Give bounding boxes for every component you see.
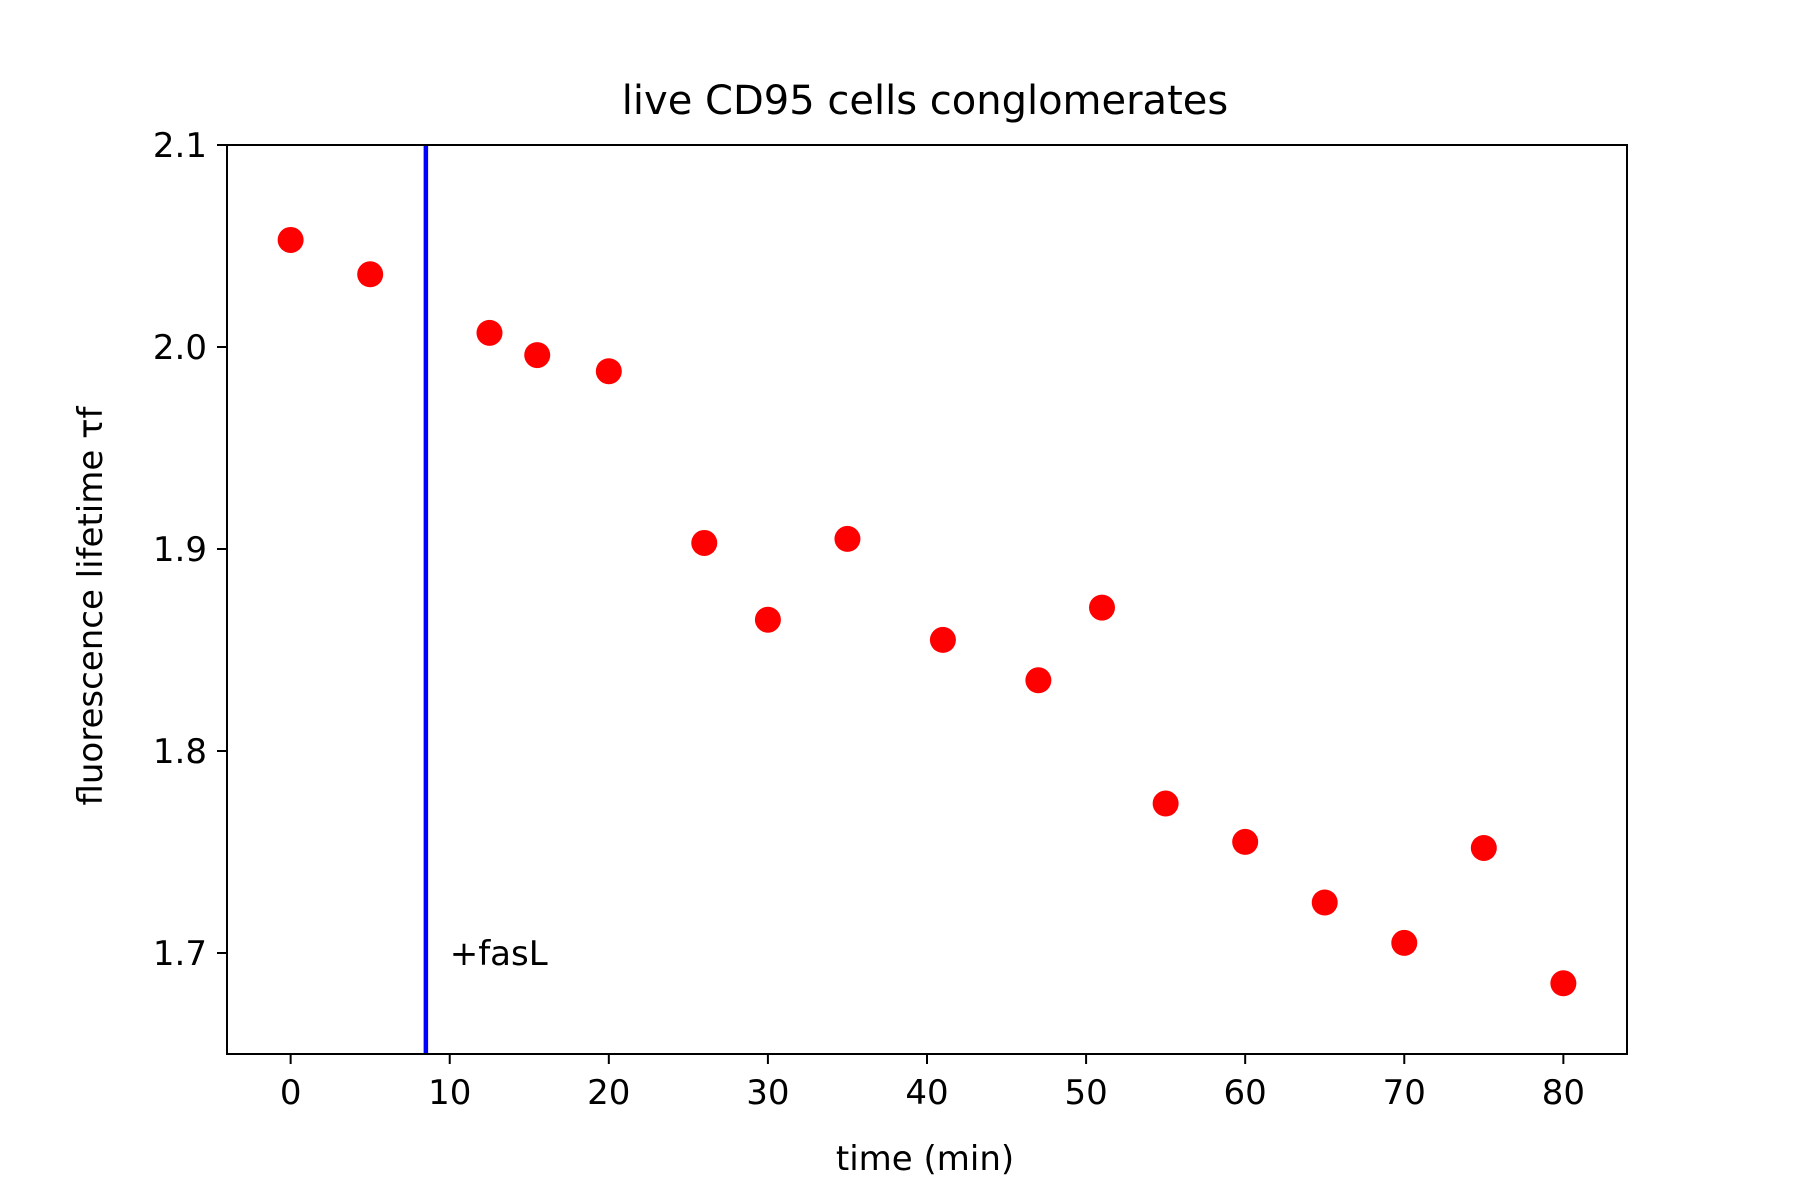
chart-title: live CD95 cells conglomerates (622, 78, 1228, 124)
x-tick-label: 0 (280, 1073, 302, 1113)
x-tick-label: 50 (1064, 1073, 1107, 1113)
data-point (834, 525, 861, 552)
data-point (1550, 970, 1577, 997)
x-tick-label: 60 (1224, 1073, 1267, 1113)
data-point (1089, 594, 1115, 621)
data-point (1025, 667, 1052, 694)
data-point (277, 226, 304, 253)
data-point (1232, 828, 1259, 855)
data-point (476, 319, 503, 346)
y-axis-label: fluorescence lifetime τf (71, 405, 111, 805)
plot-frame (226, 144, 1628, 1055)
plot-area: 0 10 20 30 40 50 60 70 80 1.7 1.8 1.9 2.0 2.1 +fasL (153, 126, 1628, 1113)
data-point (357, 261, 384, 288)
x-tick-label: 70 (1383, 1073, 1426, 1113)
y-tick-label: 1.7 (153, 934, 207, 974)
x-tick-label: 20 (587, 1073, 630, 1113)
x-tick-label: 80 (1542, 1073, 1585, 1113)
data-point (1152, 790, 1179, 817)
data-point (595, 358, 622, 385)
data-point (1470, 834, 1497, 861)
data-point (1391, 929, 1418, 956)
y-tick-label: 1.8 (153, 732, 207, 772)
data-point (929, 626, 956, 653)
annotation-label: +fasL (450, 934, 548, 974)
x-tick-label: 30 (746, 1073, 789, 1113)
data-point (524, 342, 551, 369)
data-point (754, 606, 781, 633)
y-tick-label: 2.1 (153, 126, 207, 166)
data-point (691, 529, 718, 556)
x-tick-label: 10 (428, 1073, 471, 1113)
y-tick-label: 1.9 (153, 530, 207, 570)
y-tick-label: 2.0 (153, 328, 207, 368)
data-point (1311, 889, 1338, 916)
x-axis-label: time (min) (836, 1139, 1014, 1179)
x-tick-label: 40 (905, 1073, 948, 1113)
